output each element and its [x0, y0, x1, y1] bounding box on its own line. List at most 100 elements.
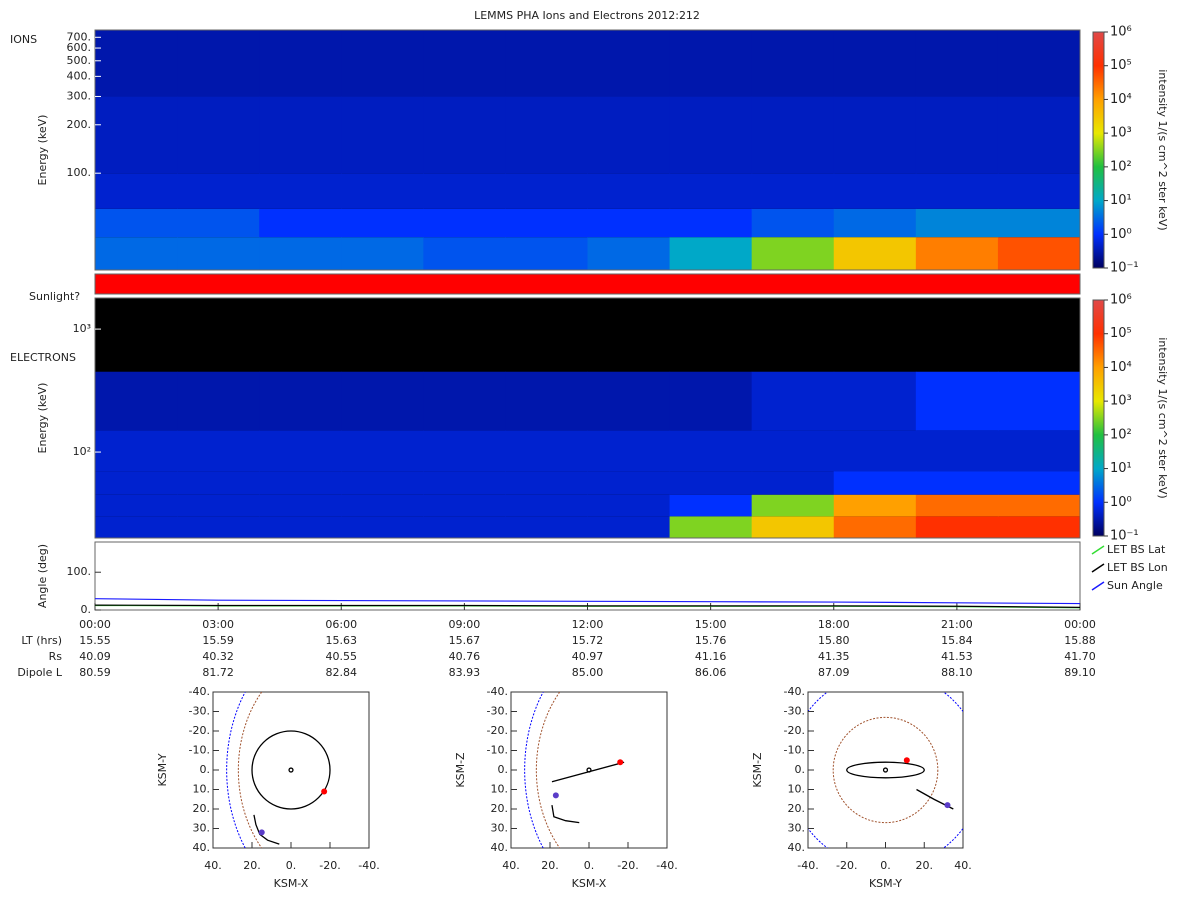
- colorbar-tick-label: 10⁴: [1110, 360, 1132, 375]
- ephemeris-value: 15.59: [202, 634, 234, 647]
- plot-area: [524, 692, 625, 848]
- heatmap-cell: [505, 430, 588, 472]
- heatmap-cell: [751, 237, 835, 270]
- marker: [321, 788, 328, 795]
- ephemeris-value: 15.63: [326, 634, 358, 647]
- x-tick-label: 0.: [880, 859, 891, 872]
- heatmap-cell: [505, 494, 588, 517]
- ephemeris-value: 15.80: [818, 634, 850, 647]
- y-tick-label: 200.: [67, 118, 92, 131]
- x-tick-label: 0.: [584, 859, 595, 872]
- heatmap-cell: [751, 96, 835, 174]
- heatmap-cell: [177, 173, 260, 209]
- y-tick-label: 0.: [200, 763, 211, 776]
- heatmap-cell: [423, 30, 506, 97]
- heatmap-cell: [259, 30, 342, 97]
- colorbar-tick-label: 10⁻¹: [1110, 261, 1139, 276]
- heatmap-cell: [95, 208, 178, 238]
- y-tick-label: -40.: [784, 685, 805, 698]
- y-tick-label: -20.: [189, 724, 210, 737]
- legend-label: LET BS Lon: [1107, 561, 1168, 574]
- heatmap-cell: [997, 516, 1081, 538]
- heatmap-cell: [423, 471, 506, 495]
- colorbar-tick-label: 10⁵: [1110, 326, 1132, 341]
- ephemeris-value: 40.76: [449, 650, 481, 663]
- heatmap-cell: [587, 208, 671, 238]
- y-tick-label: 20.: [491, 802, 509, 815]
- y-tick-label: 40.: [788, 841, 806, 854]
- heatmap-cell: [587, 237, 671, 270]
- x-axis-label: KSM-X: [572, 877, 607, 890]
- y-tick-label: 100.: [67, 166, 92, 179]
- heatmap-cell: [505, 237, 588, 270]
- heatmap-cell: [505, 208, 588, 238]
- heatmap-cell: [177, 494, 260, 517]
- plot-frame: [510, 691, 668, 849]
- x-tick-label: 20.: [916, 859, 934, 872]
- ephemeris-value: 86.06: [695, 666, 727, 679]
- y-tick-label: 300.: [67, 89, 92, 102]
- ring: [226, 692, 246, 848]
- y-tick-label: -20.: [487, 724, 508, 737]
- y-tick-label: 40.: [193, 841, 211, 854]
- heatmap-cell: [751, 430, 835, 472]
- y-tick-label: 100.: [67, 565, 92, 578]
- marker: [552, 792, 559, 799]
- heatmap-cell: [751, 471, 835, 495]
- series-line: [94, 604, 1081, 608]
- heatmap-cell: [259, 471, 342, 495]
- x-tick-label: 20.: [541, 859, 559, 872]
- heatmap-cell: [341, 30, 424, 97]
- y-tick-label: -40.: [189, 685, 210, 698]
- ephemeris-value: 41.16: [695, 650, 727, 663]
- y-tick-label: 10²: [73, 445, 91, 458]
- x-tick-label: -40.: [656, 859, 677, 872]
- heatmap-cell: [341, 430, 424, 472]
- heatmap-cell: [95, 430, 178, 472]
- y-axis-label: Angle (deg): [36, 544, 49, 608]
- heatmap-cell: [997, 30, 1081, 97]
- x-tick-label: 00:00: [79, 618, 111, 631]
- heatmap-cell: [95, 516, 178, 538]
- y-tick-label: -10.: [189, 744, 210, 757]
- heatmap-cell: [95, 371, 178, 431]
- y-axis-label: KSM-Z: [454, 752, 467, 788]
- marker: [617, 759, 624, 766]
- ephemeris-label: LT (hrs): [21, 634, 62, 647]
- heatmap-cell: [587, 430, 671, 472]
- heatmap-cell: [751, 30, 835, 97]
- colorbar-tick-label: 10⁶: [1110, 293, 1132, 308]
- plot-area: [226, 692, 331, 848]
- y-tick-label: -10.: [487, 744, 508, 757]
- x-tick-label: -20.: [617, 859, 638, 872]
- y-tick-label: 10³: [73, 322, 91, 335]
- heatmap-cell: [423, 173, 506, 209]
- sunlight-band: [94, 273, 1081, 295]
- heatmap-cell: [423, 516, 506, 538]
- heatmap-cell: [341, 237, 424, 270]
- heatmap-cell: [341, 371, 424, 431]
- ring: [288, 767, 294, 773]
- ring: [832, 716, 939, 824]
- heatmap-cell: [833, 208, 917, 238]
- x-axis-label: KSM-Y: [869, 877, 902, 890]
- colorbar-tick-label: 10⁰: [1110, 495, 1132, 510]
- heatmap-cell: [997, 96, 1081, 174]
- ephemeris-value: 15.76: [695, 634, 727, 647]
- x-tick-label: 40.: [204, 859, 222, 872]
- heatmap-cell: [341, 173, 424, 209]
- heatmap-cell: [505, 371, 588, 431]
- x-tick-label: 03:00: [202, 618, 234, 631]
- heatmap-cell: [915, 237, 999, 270]
- colorbar-tick-label: 10³: [1110, 126, 1132, 141]
- heatmap-cell: [915, 96, 999, 174]
- ephemeris-value: 15.55: [79, 634, 111, 647]
- legend-swatch: [1091, 563, 1105, 573]
- ephemeris-label: Rs: [49, 650, 63, 663]
- heatmap-cell: [177, 237, 260, 270]
- marker: [258, 829, 265, 836]
- x-tick-label: 09:00: [449, 618, 481, 631]
- heatmap-cell: [833, 371, 917, 431]
- band-label: Sunlight?: [29, 290, 80, 303]
